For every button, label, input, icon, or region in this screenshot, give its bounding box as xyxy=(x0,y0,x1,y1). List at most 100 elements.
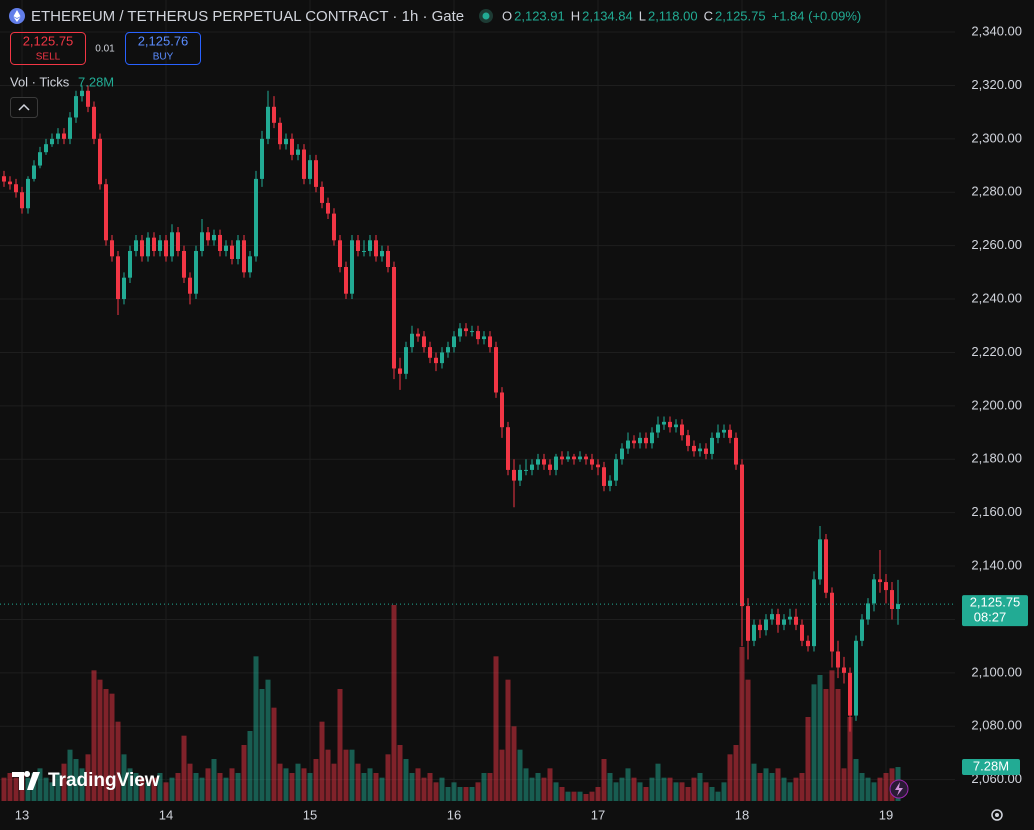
volume-bar xyxy=(193,773,199,801)
buy-button[interactable] xyxy=(125,32,201,65)
candle-body xyxy=(458,328,462,337)
candle-body xyxy=(80,90,84,97)
candle-body xyxy=(308,160,312,179)
volume-bar xyxy=(535,773,541,801)
candle-body xyxy=(62,133,66,139)
ohlc-label: L xyxy=(639,8,646,23)
volume-bar xyxy=(733,745,739,801)
volume-bar xyxy=(403,759,409,801)
volume-bar xyxy=(709,787,715,801)
volume-bar xyxy=(439,777,445,801)
candle-body xyxy=(314,160,318,187)
volume-bar xyxy=(565,791,571,801)
volume-bar xyxy=(541,777,547,801)
candle-body xyxy=(470,331,474,333)
volume-bar xyxy=(811,684,817,801)
candle-body xyxy=(86,90,90,107)
candle-body xyxy=(206,232,210,241)
volume-bar xyxy=(85,754,91,801)
candle-body xyxy=(494,347,498,393)
y-tick-label: 2,280.00 xyxy=(971,184,1022,199)
candle-body xyxy=(548,464,552,470)
candle-body xyxy=(398,368,402,374)
candle-body xyxy=(44,144,48,153)
candle-body xyxy=(836,651,840,668)
candle-body xyxy=(410,333,414,348)
settings-icon[interactable] xyxy=(991,809,1003,821)
candle-body xyxy=(560,456,564,460)
candle-body xyxy=(236,240,240,259)
volume-bar xyxy=(511,726,517,801)
candle-body xyxy=(782,619,786,625)
volume-bar xyxy=(655,763,661,801)
volume-bar xyxy=(241,745,247,801)
volume-bar xyxy=(277,763,283,801)
sell-price[interactable]: 2,125.75 xyxy=(23,33,74,48)
candle-body xyxy=(74,96,78,118)
volume-bar xyxy=(685,787,691,801)
volume-bar xyxy=(559,787,565,801)
volume-bar xyxy=(529,777,535,801)
candle-body xyxy=(110,240,114,257)
y-tick-label: 2,200.00 xyxy=(971,397,1022,412)
candle-body xyxy=(686,435,690,446)
volume-bar xyxy=(751,763,757,801)
volume-bar xyxy=(151,777,157,801)
volume-bar xyxy=(745,679,751,801)
candle-body xyxy=(512,469,516,481)
collapse-button[interactable] xyxy=(10,97,38,118)
volume-bar xyxy=(613,782,619,801)
volume-bar xyxy=(205,768,211,801)
candle-body xyxy=(770,614,774,620)
candle-body xyxy=(806,640,810,647)
candle-body xyxy=(530,464,534,470)
candle-body xyxy=(794,616,798,625)
volume-bar xyxy=(607,773,613,801)
volume-bar xyxy=(853,759,859,801)
candle-body xyxy=(134,240,138,251)
candle-body xyxy=(386,250,390,267)
x-tick-label: 14 xyxy=(159,807,173,822)
buy-price[interactable]: 2,125.76 xyxy=(138,33,189,48)
volume-bar xyxy=(499,749,505,801)
candle-body xyxy=(860,619,864,641)
candle-body xyxy=(896,604,900,610)
volume-bar xyxy=(817,675,823,801)
volume-bar xyxy=(319,721,325,801)
candle-body xyxy=(638,437,642,444)
candle-body xyxy=(128,250,132,278)
buy-label[interactable]: BUY xyxy=(153,52,174,63)
candle-body xyxy=(740,464,744,607)
volume-bar xyxy=(667,777,673,801)
candle-body xyxy=(680,424,684,436)
sell-label[interactable]: SELL xyxy=(36,52,61,63)
settings-icon-center xyxy=(995,813,999,817)
ohlc-value: 2,134.84 xyxy=(582,8,633,23)
candle-body xyxy=(536,459,540,465)
x-tick-label: 19 xyxy=(879,807,893,822)
volume-bar xyxy=(433,782,439,801)
volume-bar xyxy=(331,763,337,801)
candle-body xyxy=(326,202,330,214)
candle-body xyxy=(668,421,672,428)
candle-body xyxy=(698,448,702,452)
candle-body xyxy=(224,245,228,251)
candles xyxy=(2,85,900,732)
candle-body xyxy=(302,149,306,179)
ohlc-legend: O 2,123.91 H 2,134.84 L 2,118.00 C 2,125.75 +1.8… xyxy=(502,8,861,23)
candle-body xyxy=(758,624,762,631)
volume-bar xyxy=(493,656,499,801)
volume-bar xyxy=(133,773,139,801)
candle-body xyxy=(500,392,504,428)
volume-bar xyxy=(55,773,61,801)
candle-body xyxy=(104,184,108,241)
candle-body xyxy=(524,469,528,471)
volume-bar xyxy=(73,759,79,801)
candle-body xyxy=(848,672,852,716)
sell-button[interactable] xyxy=(10,32,86,65)
candle-body xyxy=(368,240,372,251)
candle-body xyxy=(578,456,582,460)
candle-body xyxy=(350,240,354,294)
